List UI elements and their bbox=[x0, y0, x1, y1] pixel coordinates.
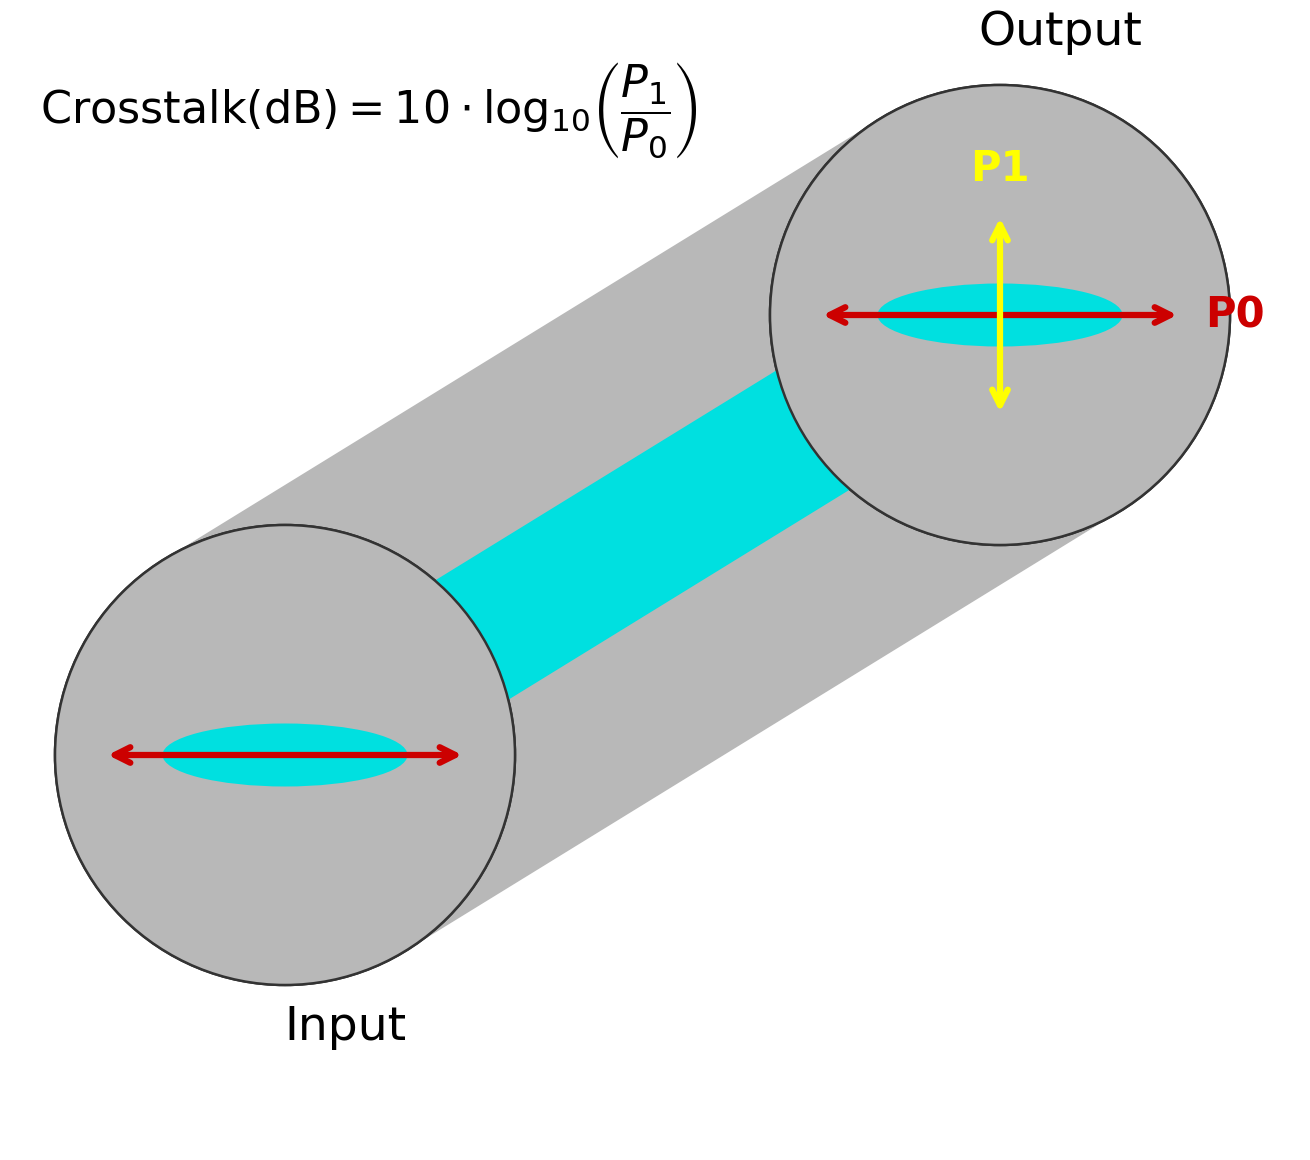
Ellipse shape bbox=[878, 283, 1123, 347]
Polygon shape bbox=[165, 119, 1120, 951]
Text: $\mathrm{Crosstalk(dB)} = 10 \cdot \log_{10}\!\left(\dfrac{P_1}{P_0}\right)$: $\mathrm{Crosstalk(dB)} = 10 \cdot \log_… bbox=[41, 60, 698, 160]
Ellipse shape bbox=[162, 724, 407, 786]
Text: P1: P1 bbox=[971, 148, 1030, 190]
Text: P0: P0 bbox=[1205, 293, 1264, 336]
Text: Input: Input bbox=[284, 1005, 406, 1050]
Ellipse shape bbox=[770, 85, 1230, 545]
Text: Output: Output bbox=[979, 10, 1142, 55]
Ellipse shape bbox=[770, 85, 1230, 545]
Ellipse shape bbox=[55, 525, 515, 985]
Polygon shape bbox=[249, 255, 1036, 814]
Ellipse shape bbox=[55, 525, 515, 985]
